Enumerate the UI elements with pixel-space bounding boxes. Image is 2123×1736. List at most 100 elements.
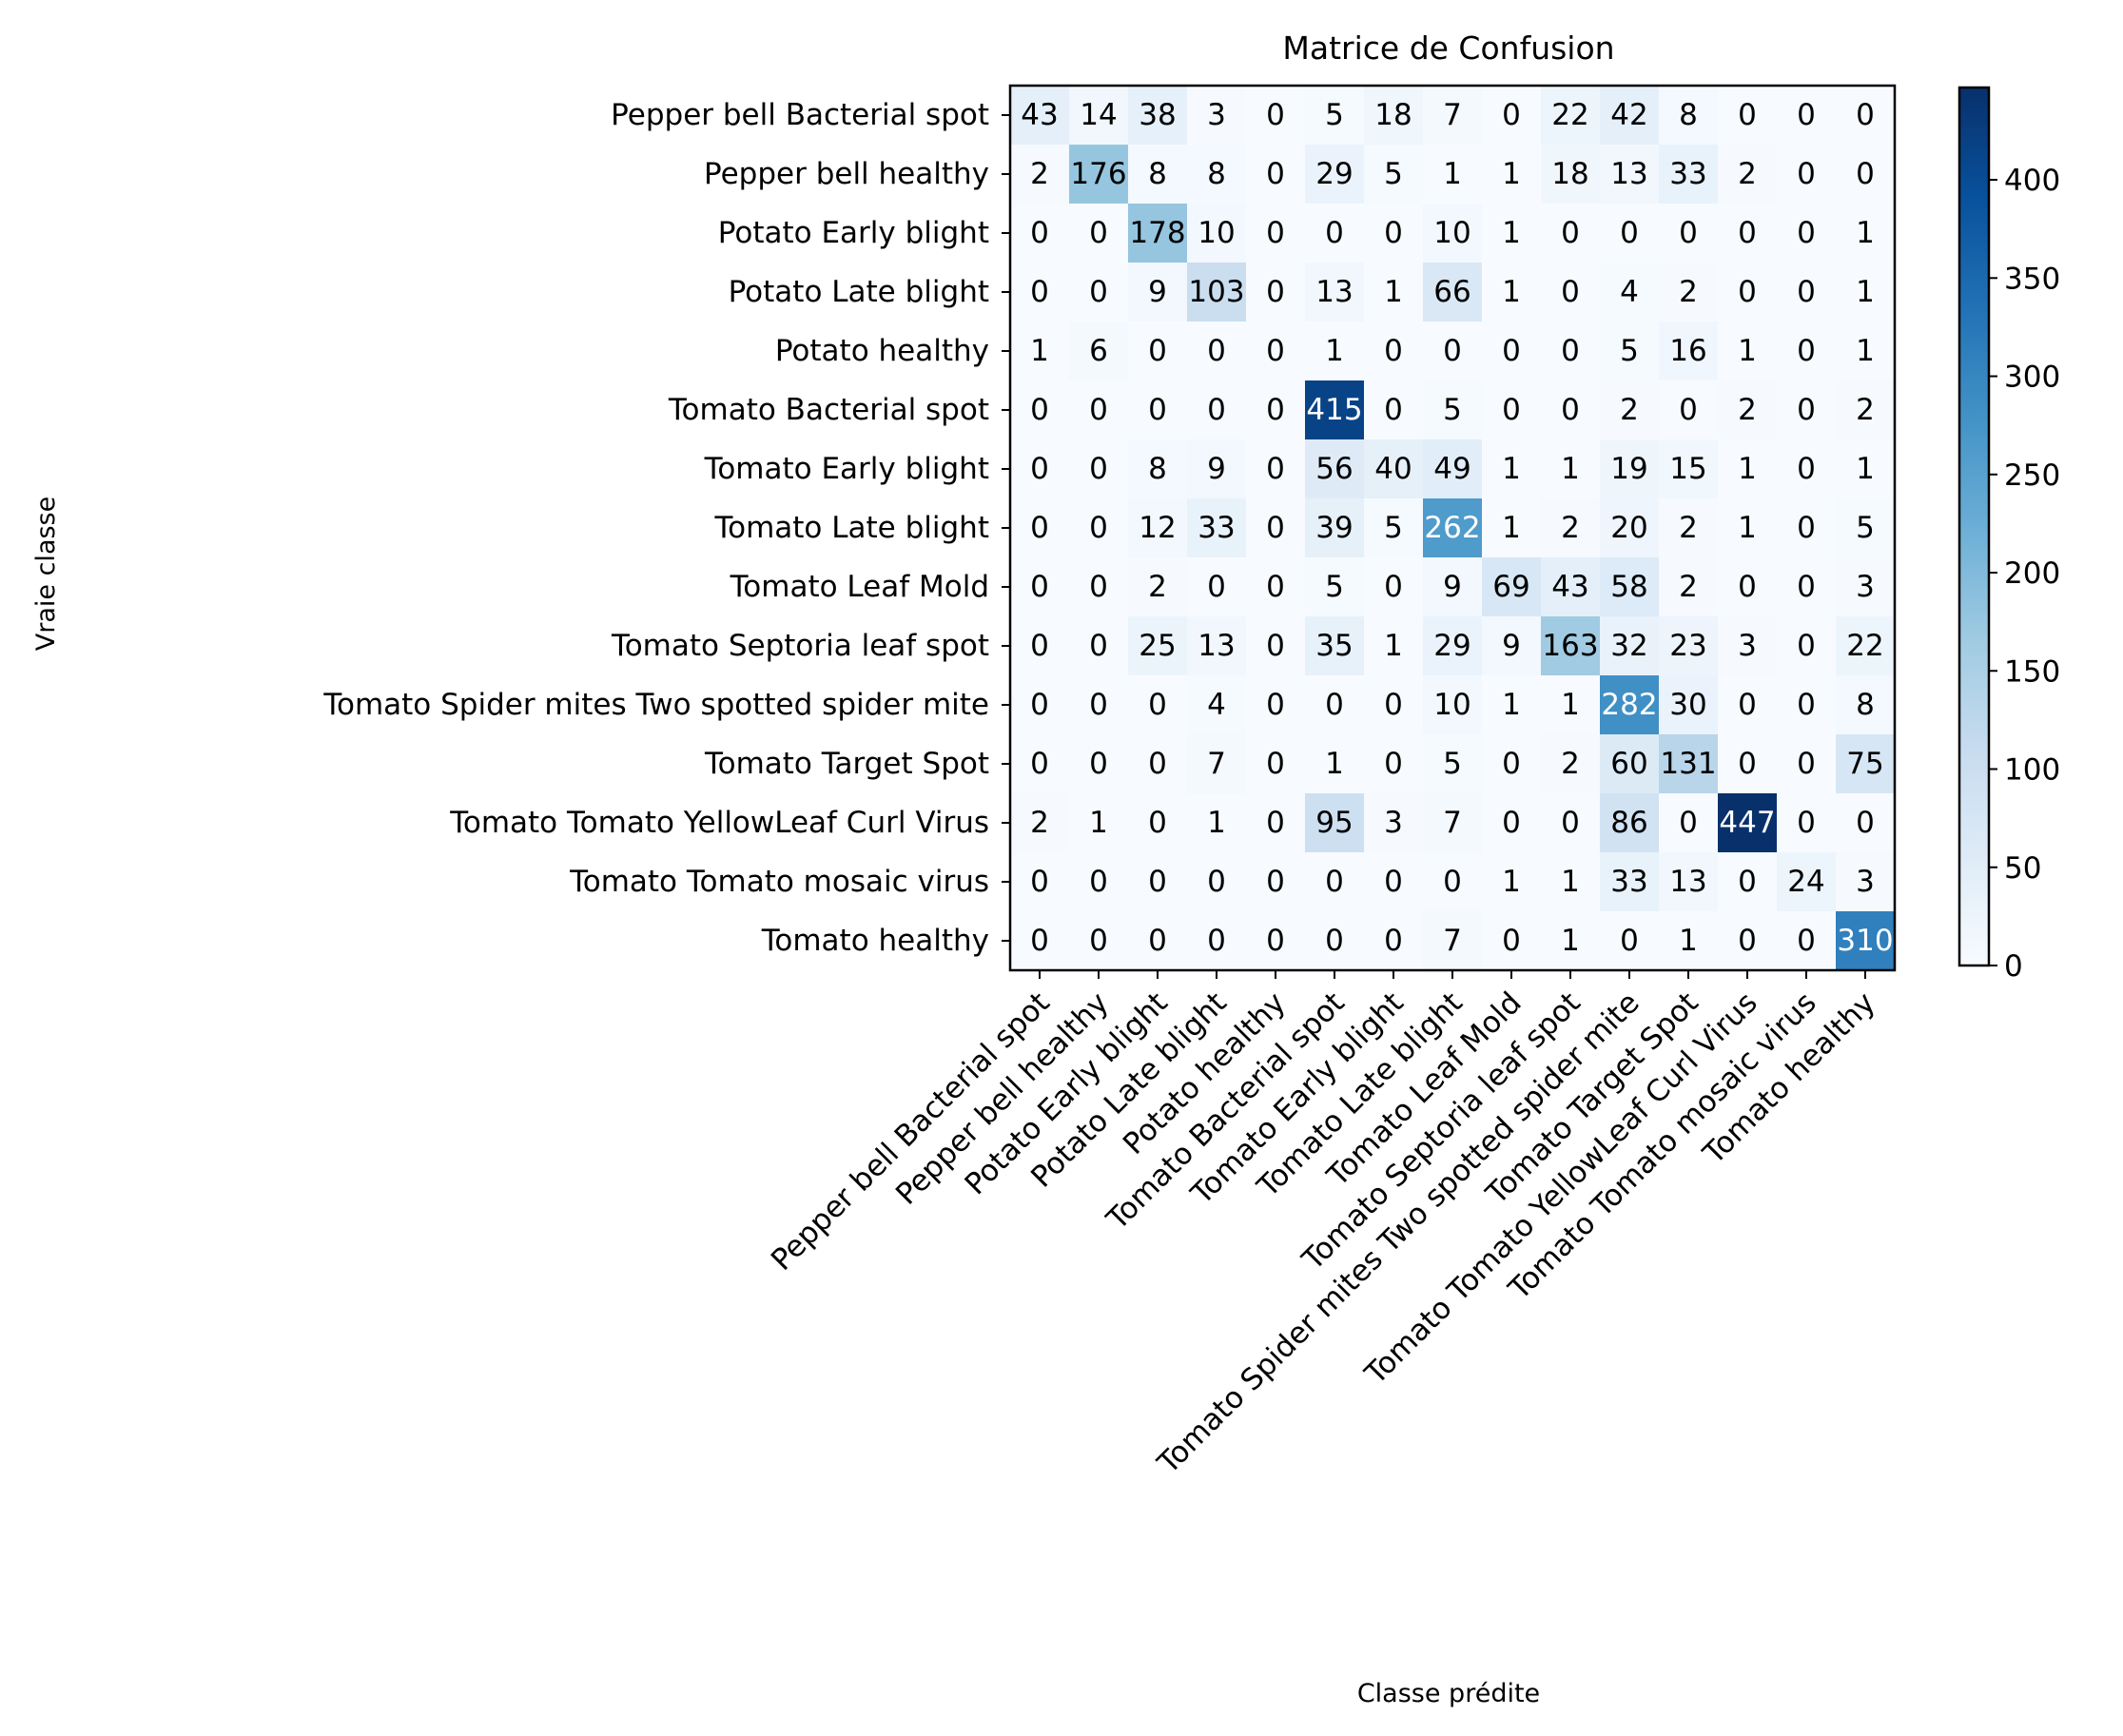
cell-value-label: 9 — [1207, 452, 1226, 486]
cell-value-label: 13 — [1610, 157, 1647, 191]
cell-value-label: 0 — [1384, 865, 1403, 899]
heatmap-cell — [1069, 734, 1129, 794]
cell-value-label: 1 — [1089, 806, 1108, 840]
cell-value-label: 0 — [1679, 806, 1698, 840]
heatmap-cell — [1718, 86, 1778, 146]
heatmap-cell — [1541, 439, 1601, 499]
cell-value-label: 1 — [1679, 924, 1698, 958]
heatmap-cell — [1364, 616, 1424, 676]
heatmap-cell — [1482, 675, 1542, 735]
heatmap-cell — [1010, 911, 1070, 971]
cell-value-label: 1 — [1443, 157, 1462, 191]
heatmap-cell — [1541, 204, 1601, 263]
heatmap-cell — [1069, 557, 1129, 617]
heatmap-cell — [1836, 322, 1896, 381]
cell-value-label: 0 — [1148, 865, 1167, 899]
cell-value-label: 56 — [1315, 452, 1353, 486]
heatmap-cell — [1423, 734, 1483, 794]
y-tick-label: Tomato Tomato YellowLeaf Curl Virus — [449, 806, 989, 840]
cell-value-label: 0 — [1148, 334, 1167, 368]
cell-value-label: 0 — [1384, 924, 1403, 958]
heatmap-cell — [1541, 322, 1601, 381]
heatmap-cell — [1128, 439, 1188, 499]
cell-value-label: 1 — [1384, 629, 1403, 663]
cell-value-label: 1 — [1502, 865, 1521, 899]
heatmap-cell — [1659, 793, 1719, 853]
cell-value-label: 0 — [1266, 275, 1285, 309]
heatmap-cell — [1600, 675, 1660, 735]
heatmap-cell — [1541, 263, 1601, 322]
heatmap-cells — [1010, 86, 1896, 971]
heatmap-cell — [1600, 793, 1660, 853]
cell-value-label: 3 — [1207, 98, 1226, 132]
heatmap-cell — [1541, 675, 1601, 735]
cell-value-label: 0 — [1443, 865, 1462, 899]
heatmap-cell — [1600, 852, 1660, 912]
heatmap-cell — [1600, 911, 1660, 971]
cell-value-label: 35 — [1315, 629, 1353, 663]
cell-value-label: 0 — [1502, 334, 1521, 368]
heatmap-cell — [1600, 204, 1660, 263]
cell-value-label: 0 — [1384, 747, 1403, 781]
cell-value-label: 33 — [1198, 511, 1235, 545]
cell-value-label: 10 — [1198, 216, 1235, 250]
cell-value-label: 39 — [1315, 511, 1353, 545]
cell-value-label: 43 — [1021, 98, 1058, 132]
heatmap-cell — [1187, 616, 1247, 676]
heatmap-cell — [1659, 204, 1719, 263]
heatmap-cell — [1364, 380, 1424, 440]
cell-value-label: 415 — [1306, 393, 1362, 427]
cell-value-label: 0 — [1797, 570, 1816, 604]
heatmap-cell — [1246, 616, 1306, 676]
cell-value-label: 176 — [1070, 157, 1126, 191]
cell-value-label: 0 — [1738, 570, 1757, 604]
cell-value-label: 0 — [1797, 157, 1816, 191]
cell-value-label: 0 — [1561, 806, 1580, 840]
cell-value-label: 5 — [1443, 393, 1462, 427]
cell-value-label: 0 — [1266, 98, 1285, 132]
cell-value-label: 0 — [1797, 747, 1816, 781]
cell-value-label: 0 — [1266, 570, 1285, 604]
cell-value-label: 0 — [1384, 688, 1403, 722]
heatmap-cell — [1246, 734, 1306, 794]
heatmap-cell — [1600, 263, 1660, 322]
heatmap-cell — [1305, 911, 1365, 971]
heatmap-cell — [1010, 86, 1070, 146]
heatmap-cell — [1836, 734, 1896, 794]
heatmap-cell — [1246, 498, 1306, 558]
cell-value-label: 0 — [1797, 98, 1816, 132]
heatmap-cell — [1482, 557, 1542, 617]
heatmap-cell — [1010, 852, 1070, 912]
heatmap-cell — [1777, 86, 1837, 146]
heatmap-cell — [1128, 204, 1188, 263]
cell-value-label: 4 — [1620, 275, 1639, 309]
cell-value-label: 0 — [1266, 452, 1285, 486]
cell-value-label: 0 — [1030, 865, 1049, 899]
cell-value-label: 42 — [1610, 98, 1647, 132]
heatmap-cell — [1246, 675, 1306, 735]
cell-value-label: 0 — [1797, 806, 1816, 840]
cell-value-label: 16 — [1669, 334, 1706, 368]
heatmap-cell — [1246, 322, 1306, 381]
heatmap-cell — [1718, 204, 1778, 263]
heatmap-cell — [1128, 145, 1188, 205]
cell-value-label: 447 — [1719, 806, 1775, 840]
cell-value-label: 12 — [1139, 511, 1176, 545]
cell-value-label: 22 — [1551, 98, 1588, 132]
cell-value-label: 0 — [1561, 275, 1580, 309]
heatmap-cell — [1305, 793, 1365, 853]
cell-value-label: 0 — [1797, 924, 1816, 958]
heatmap-cell — [1600, 322, 1660, 381]
cell-value-label: 1 — [1325, 747, 1344, 781]
heatmap-cell — [1600, 498, 1660, 558]
heatmap-cell — [1836, 145, 1896, 205]
heatmap-cell — [1010, 498, 1070, 558]
heatmap-cell — [1187, 911, 1247, 971]
cell-value-label: 0 — [1266, 393, 1285, 427]
cell-value-label: 5 — [1384, 157, 1403, 191]
cell-value-label: 1 — [1856, 275, 1875, 309]
cell-value-label: 178 — [1129, 216, 1185, 250]
cell-value-label: 4 — [1207, 688, 1226, 722]
heatmap-cell — [1482, 852, 1542, 912]
heatmap-cell — [1423, 675, 1483, 735]
